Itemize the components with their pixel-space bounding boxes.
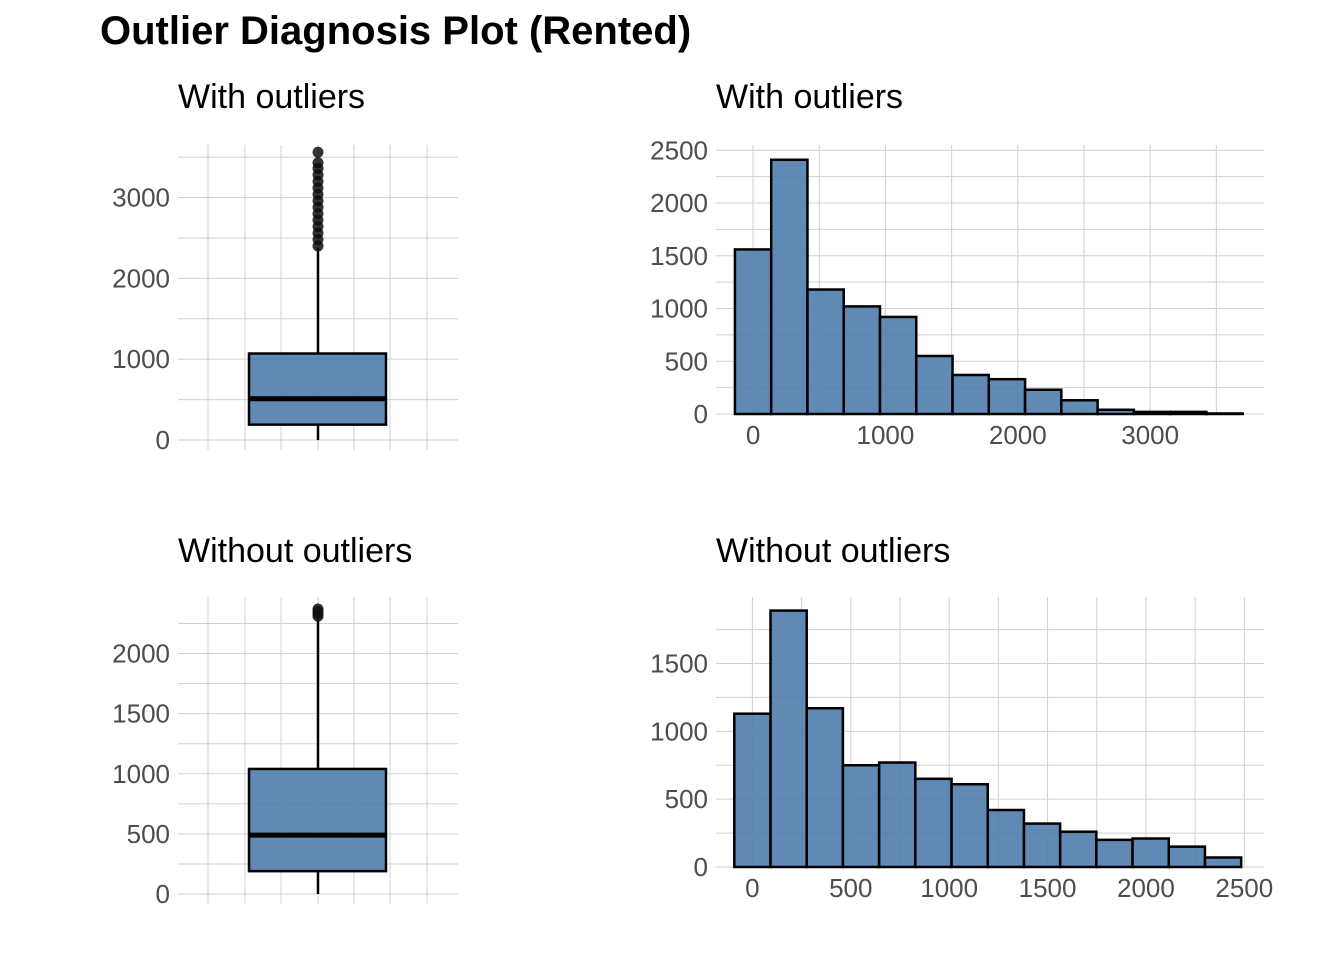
x-tick-label: 2500 (1215, 873, 1273, 903)
y-tick-label: 2000 (650, 188, 708, 218)
y-tick-label: 1500 (650, 648, 708, 678)
panel-2-title: With outliers (716, 78, 903, 116)
histogram-bar (1168, 410, 1208, 416)
histogram-bar (915, 354, 954, 416)
histogram-bar (1023, 388, 1063, 416)
histogram-bar (769, 158, 809, 416)
histogram-bar (805, 707, 845, 869)
x-tick-label: 0 (745, 873, 759, 903)
y-tick-label: 1000 (112, 344, 170, 374)
y-tick-label: 0 (156, 425, 170, 455)
box-iqr (247, 767, 388, 873)
histogram-bar (1058, 830, 1098, 869)
boxplot-without-outliers: 0 500 1000 1500 2000 (112, 597, 458, 909)
histogram-bar (841, 763, 881, 869)
histogram-bar (914, 777, 953, 869)
y-tick-label: 0 (694, 399, 708, 429)
outlier-point (312, 146, 324, 158)
y-tick-label: 1500 (112, 699, 170, 729)
x-tick-label: 1500 (1019, 873, 1077, 903)
histogram-bar (842, 305, 882, 416)
histogram-bar (1095, 838, 1134, 869)
histogram-bar (769, 609, 808, 869)
y-tick-label: 2000 (112, 263, 170, 293)
y-tick-label: 0 (156, 879, 170, 909)
histogram-bar (951, 373, 991, 416)
y-tick-label: 1500 (650, 241, 708, 271)
y-tick-label: 1000 (112, 759, 170, 789)
histogram-bar (1131, 837, 1171, 869)
histogram-bar (950, 782, 989, 869)
outlier-point (312, 603, 324, 615)
histogram-bar (1132, 410, 1172, 416)
figure-title: Outlier Diagnosis Plot (Rented) (100, 9, 691, 53)
histogram-bar (1060, 399, 1099, 416)
histogram-bar (986, 808, 1026, 869)
y-tick-label: 500 (665, 346, 708, 376)
histogram-bar (987, 377, 1027, 416)
histogram-bar (733, 712, 772, 869)
x-tick-label: 2000 (1117, 873, 1175, 903)
histogram-bar (1167, 845, 1207, 869)
y-tick-label: 500 (665, 784, 708, 814)
panel-4-title: Without outliers (716, 532, 950, 570)
x-tick-label: 2000 (989, 420, 1047, 450)
y-tick-label: 3000 (112, 183, 170, 213)
histogram-bar (1096, 408, 1136, 416)
y-tick-label: 0 (694, 852, 708, 882)
x-tick-label: 0 (746, 420, 760, 450)
x-tick-label: 1000 (920, 873, 978, 903)
panel-1-title: With outliers (178, 78, 365, 116)
histogram-with-outliers: 0 500 1000 1500 2000 2500 0 1000 2000 3000 (650, 135, 1264, 450)
histogram-without-outliers: 0 500 1000 1500 0 500 1000 1500 2000 2500 (650, 597, 1273, 903)
y-tick-label: 2000 (112, 639, 170, 669)
x-tick-label: 1000 (857, 420, 915, 450)
y-tick-label: 500 (127, 819, 170, 849)
histogram-bar (733, 248, 773, 416)
histogram-bar (806, 288, 845, 416)
histogram-bar (1022, 822, 1062, 869)
y-tick-label: 1000 (650, 294, 708, 324)
histogram-bar (1205, 412, 1244, 416)
histogram-bar (877, 761, 917, 869)
y-tick-label: 1000 (650, 716, 708, 746)
boxplot-with-outliers: 0 1000 2000 3000 (112, 145, 458, 455)
box-iqr (247, 352, 388, 426)
outlier-point (312, 157, 324, 169)
histogram-bar (1203, 856, 1243, 869)
x-tick-label: 3000 (1121, 420, 1179, 450)
histogram-bar (878, 315, 918, 416)
x-tick-label: 500 (829, 873, 872, 903)
y-tick-label: 2500 (650, 135, 708, 165)
panel-3-title: Without outliers (178, 532, 412, 570)
